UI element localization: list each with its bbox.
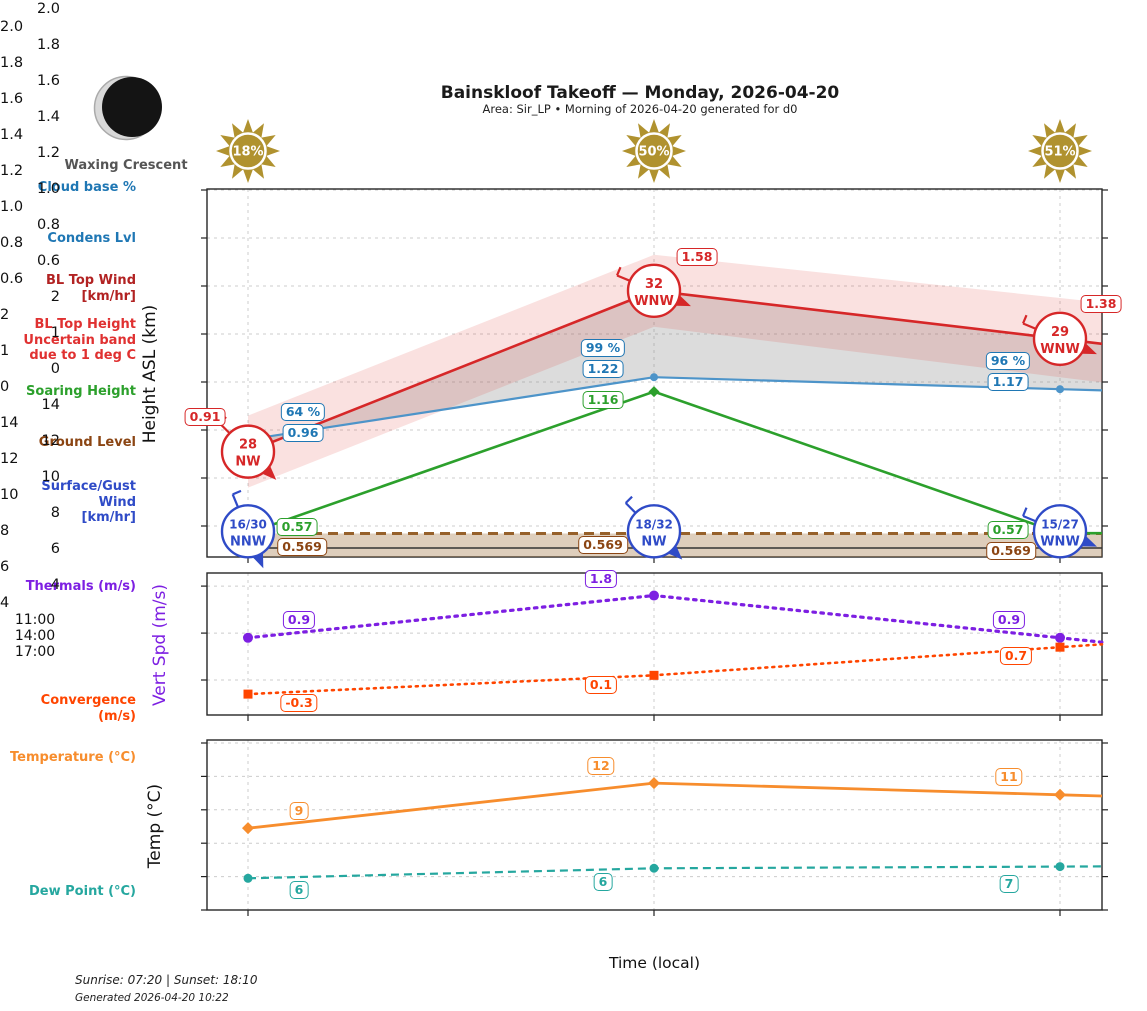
wind-indicator: 29 WNW xyxy=(1022,311,1097,366)
sunrise-sunset-note: Sunrise: 07:20 | Sunset: 18:10 xyxy=(75,973,258,987)
svg-text:29: 29 xyxy=(1051,325,1069,340)
sun-percent-label: 18% xyxy=(232,145,263,160)
moon-phase-label: Waxing Crescent xyxy=(64,158,188,173)
sun-icon: 18% xyxy=(216,119,280,183)
legend-bl-top-height: BL Top Height Uncertain band due to 1 de… xyxy=(23,317,136,363)
legend-temperature: Temperature (°C) xyxy=(10,750,136,765)
x-axis-label: Time (local) xyxy=(608,954,701,972)
legend-condens-lvl: Condens Lvl xyxy=(47,231,136,246)
legend-cloud-base: Cloud base % xyxy=(37,180,136,195)
series-thermals xyxy=(246,593,1104,644)
legend-thermals: Thermals (m/s) xyxy=(25,579,136,594)
svg-text:18/32: 18/32 xyxy=(635,517,673,531)
legend-bl-top-wind: BL Top Wind [km/hr] xyxy=(46,273,136,304)
page-title: Bainskloof Takeoff — Monday, 2026-04-20 xyxy=(440,83,840,103)
wind-indicator: 18/32 NW xyxy=(624,495,683,560)
svg-text:NW: NW xyxy=(641,534,666,549)
data-point-convergence xyxy=(1055,642,1065,652)
wind-indicator: 32 WNW xyxy=(616,263,691,318)
data-point-soaring xyxy=(648,386,660,398)
moon-phase-icon xyxy=(93,75,162,141)
generated-note: Generated 2026-04-20 10:22 xyxy=(75,992,229,1004)
svg-text:16/30: 16/30 xyxy=(229,517,267,531)
wind-indicator: 16/30 NNW xyxy=(220,489,276,569)
legend-convergence: Convergence (m/s) xyxy=(40,693,136,724)
legend-dew-point: Dew Point (°C) xyxy=(29,884,136,899)
page-subtitle: Area: Sir_LP • Morning of 2026-04-20 gen… xyxy=(482,102,798,116)
data-point-thermals xyxy=(649,590,659,601)
svg-text:WNW: WNW xyxy=(634,294,674,309)
sun-percent-label: 50% xyxy=(638,145,669,160)
data-point-dew-point xyxy=(649,863,659,873)
svg-text:NNW: NNW xyxy=(230,534,266,549)
data-point-temperature xyxy=(1054,788,1066,801)
legend-surface-gust-wind: Surface/Gust Wind [km/hr] xyxy=(41,479,136,525)
data-point-temperature xyxy=(648,777,660,790)
condens-bl-band xyxy=(248,290,1102,452)
svg-text:WNW: WNW xyxy=(1040,342,1080,357)
data-point-dew-point xyxy=(243,873,253,883)
legend-soaring-height: Soaring Height xyxy=(26,384,136,399)
bl-top-uncertainty-band xyxy=(248,254,1102,488)
svg-text:28: 28 xyxy=(239,438,257,453)
data-point-condens xyxy=(650,373,658,382)
data-point-convergence xyxy=(243,689,253,699)
data-point-thermals xyxy=(1055,632,1065,643)
svg-text:15/27: 15/27 xyxy=(1041,517,1079,531)
wind-indicator: 15/27 WNW xyxy=(1022,504,1097,559)
sun-percent-label: 51% xyxy=(1044,145,1075,160)
legend-ground-level: Ground Level xyxy=(38,435,136,450)
series-dew-point xyxy=(247,865,1103,880)
svg-text:NW: NW xyxy=(235,455,260,470)
svg-text:WNW: WNW xyxy=(1040,534,1080,549)
data-point-thermals xyxy=(243,632,253,643)
svg-text:32: 32 xyxy=(645,277,663,292)
data-point-convergence xyxy=(649,670,659,680)
series-condens-lvl xyxy=(247,376,1103,441)
sun-icon: 51% xyxy=(1028,119,1092,183)
series-convergence xyxy=(246,642,1104,696)
data-point-dew-point xyxy=(1055,862,1065,872)
panel-border xyxy=(206,739,1103,911)
sun-icon: 50% xyxy=(622,119,686,183)
series-temperature xyxy=(247,781,1103,830)
data-point-condens xyxy=(1056,385,1064,394)
wind-indicator: 28 NW xyxy=(218,416,277,480)
data-point-temperature xyxy=(242,822,254,835)
